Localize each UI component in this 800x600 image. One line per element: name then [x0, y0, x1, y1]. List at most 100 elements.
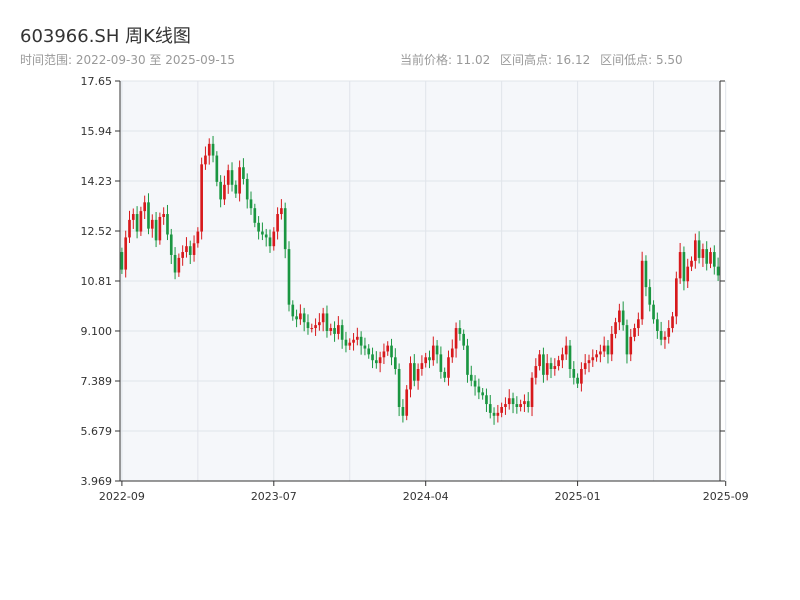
candle — [261, 222, 264, 241]
x-tick-label: 2023-07 — [251, 490, 297, 503]
candle-body — [716, 266, 720, 276]
candle — [371, 347, 374, 369]
candle-body — [302, 313, 306, 323]
candle — [272, 227, 276, 251]
candle — [363, 337, 367, 356]
candle-body — [257, 222, 260, 232]
candle-body — [701, 249, 705, 258]
candle — [268, 229, 272, 253]
candle-body — [181, 252, 184, 258]
candle — [572, 361, 576, 385]
candle-body — [238, 167, 241, 194]
candle — [591, 349, 595, 367]
candle-body — [306, 322, 310, 329]
candle — [169, 228, 173, 265]
candle-body — [507, 398, 511, 405]
candle — [610, 326, 614, 362]
candle — [378, 351, 382, 373]
candle-body — [557, 360, 560, 367]
candle-body — [245, 178, 249, 200]
candle — [477, 378, 481, 400]
candle-body — [196, 231, 200, 244]
candle — [253, 203, 257, 228]
candle — [359, 331, 363, 355]
candle-body — [466, 345, 469, 375]
candle — [120, 247, 124, 274]
candle — [675, 271, 678, 325]
candle-body — [409, 363, 412, 390]
candle — [606, 340, 610, 364]
candle-body — [633, 328, 636, 337]
candle — [283, 202, 287, 259]
candle — [481, 387, 484, 400]
candle-body — [431, 345, 435, 361]
candle — [709, 247, 712, 269]
candle-body — [333, 328, 336, 334]
y-tick-label: 3.969 — [81, 475, 113, 488]
candle-body — [469, 374, 473, 381]
candle — [325, 305, 329, 338]
candle — [428, 350, 431, 369]
candle-body — [416, 368, 420, 381]
candle — [507, 389, 511, 410]
candle-body — [318, 322, 321, 326]
candle-body — [671, 316, 674, 329]
candle-body — [120, 252, 124, 270]
candle-body — [340, 325, 344, 340]
candle — [386, 341, 390, 356]
candle — [697, 231, 701, 264]
candle — [602, 336, 606, 358]
x-tick-label: 2025-09 — [703, 490, 749, 503]
candle — [443, 367, 447, 383]
candle-body — [447, 357, 450, 378]
candle — [439, 346, 443, 379]
candle-body — [412, 363, 416, 381]
candle — [192, 235, 196, 262]
candle — [348, 338, 352, 350]
candle-body — [675, 278, 678, 317]
candle — [587, 354, 591, 373]
candle-body — [667, 328, 671, 337]
candle-body — [511, 398, 515, 405]
candle-body — [359, 336, 363, 346]
candle — [663, 331, 667, 349]
candle-body — [405, 389, 409, 416]
candle — [580, 362, 583, 392]
candle-body — [606, 345, 610, 355]
candle-body — [344, 339, 348, 346]
candle-body — [629, 336, 633, 355]
candle — [131, 208, 135, 229]
candle-body — [492, 412, 496, 416]
candle — [367, 344, 371, 359]
candle — [659, 321, 663, 346]
candle-body — [462, 333, 465, 346]
y-tick-label: 14.23 — [81, 175, 113, 188]
candle — [485, 388, 488, 412]
candle — [211, 135, 215, 163]
candle — [150, 214, 154, 238]
candle — [200, 157, 203, 240]
candle-body — [523, 401, 526, 405]
candle-body — [352, 339, 355, 343]
candle-body — [147, 202, 150, 229]
candle-body — [291, 304, 295, 317]
candle — [291, 300, 295, 321]
candle — [226, 164, 230, 194]
candle — [545, 354, 549, 381]
candle-body — [325, 313, 329, 331]
candle — [245, 173, 249, 209]
candle-body — [625, 325, 629, 355]
candle — [644, 255, 648, 297]
candle — [656, 312, 659, 339]
candle-body — [393, 357, 397, 369]
candle — [523, 394, 526, 412]
y-axis-ticks: 3.969 5.679 7.389 9.100 10.81 12.52 14.23 15.94… — [81, 75, 725, 488]
candle — [500, 402, 503, 418]
candles — [120, 135, 720, 425]
candle-body — [382, 351, 386, 358]
candle-body — [131, 214, 135, 220]
candle-body — [602, 345, 606, 352]
candle-body — [337, 325, 340, 334]
candle — [667, 320, 671, 344]
candle-body — [640, 260, 644, 320]
